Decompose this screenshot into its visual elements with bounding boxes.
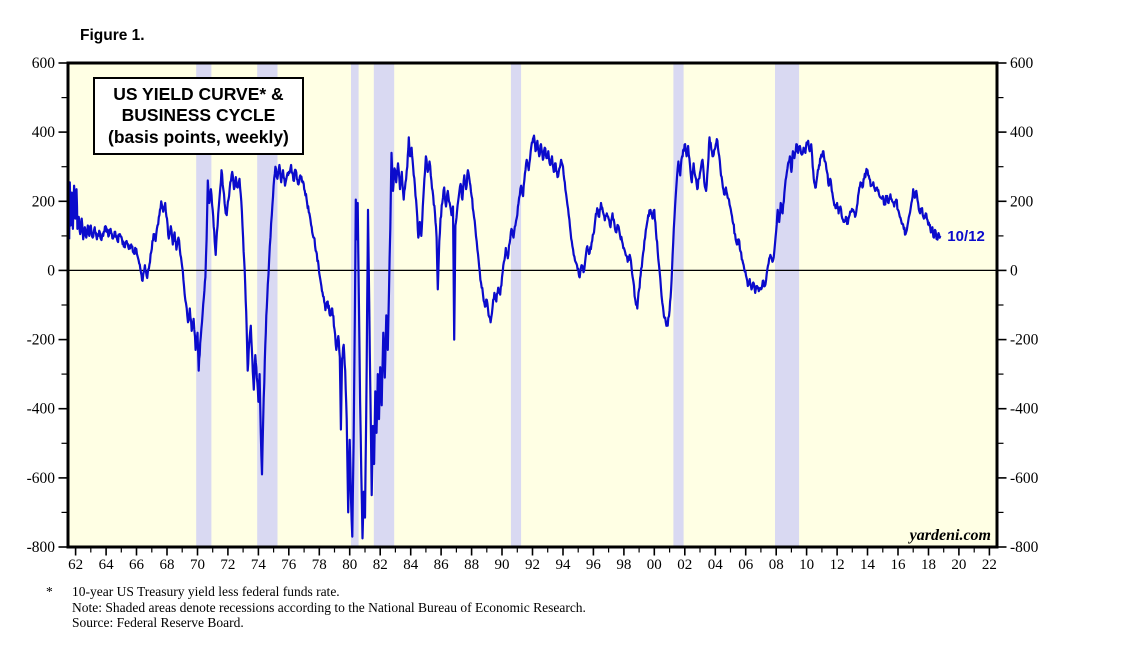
x-tick-label-10: 10 bbox=[799, 557, 814, 573]
x-tick-label-00: 00 bbox=[647, 557, 662, 573]
recession-band-4 bbox=[510, 63, 522, 547]
x-tick-label-08: 08 bbox=[769, 557, 784, 573]
chart-title-line-2: BUSINESS CYCLE bbox=[121, 105, 276, 126]
yield-curve-line bbox=[68, 134, 942, 540]
chart-title-box: US YIELD CURVE* & BUSINESS CYCLE (basis … bbox=[93, 77, 304, 156]
x-tick-label-92: 92 bbox=[525, 557, 540, 573]
y-tick-label-left-600: 600 bbox=[32, 55, 56, 72]
y-tick-label-left--200: -200 bbox=[27, 332, 56, 349]
x-tick-label-06: 06 bbox=[738, 557, 754, 573]
footnote-line-1: 10-year US Treasury yield less federal f… bbox=[72, 584, 340, 599]
x-tick-label-74: 74 bbox=[251, 557, 267, 573]
x-tick-label-84: 84 bbox=[403, 557, 419, 573]
y-tick-label-left--800: -800 bbox=[27, 539, 56, 556]
recession-band-3 bbox=[373, 63, 395, 547]
y-tick-label-right-200: 200 bbox=[1010, 193, 1034, 210]
x-tick-label-04: 04 bbox=[708, 557, 724, 573]
footnote-spacer bbox=[46, 600, 72, 616]
x-tick-label-18: 18 bbox=[921, 557, 936, 573]
x-tick-label-12: 12 bbox=[830, 557, 845, 573]
recession-band-6 bbox=[775, 63, 800, 547]
footnote-spacer bbox=[46, 615, 72, 631]
x-tick-label-96: 96 bbox=[586, 557, 602, 573]
footnote-marker: * bbox=[46, 584, 53, 599]
x-tick-label-64: 64 bbox=[99, 557, 115, 573]
x-tick-label-76: 76 bbox=[281, 557, 297, 573]
x-tick-label-02: 02 bbox=[677, 557, 692, 573]
y-tick-label-left-0: 0 bbox=[47, 262, 55, 279]
x-tick-label-80: 80 bbox=[342, 557, 357, 573]
x-tick-label-82: 82 bbox=[373, 557, 388, 573]
y-tick-label-left--600: -600 bbox=[27, 470, 56, 487]
y-tick-label-right-600: 600 bbox=[1010, 55, 1034, 72]
y-tick-label-right--800: -800 bbox=[1010, 539, 1039, 556]
footnote-line-2: Note: Shaded areas denote recessions acc… bbox=[72, 599, 586, 615]
x-tick-label-86: 86 bbox=[434, 557, 450, 573]
figure-label: Figure 1. bbox=[80, 27, 145, 44]
y-tick-label-right-400: 400 bbox=[1010, 124, 1034, 141]
last-point-date-label: 10/12 bbox=[947, 228, 985, 245]
x-tick-label-20: 20 bbox=[951, 557, 966, 573]
chart-subtitle: (basis points, weekly) bbox=[108, 126, 289, 147]
x-tick-label-98: 98 bbox=[616, 557, 631, 573]
y-tick-label-left--400: -400 bbox=[27, 401, 56, 418]
x-tick-label-70: 70 bbox=[190, 557, 205, 573]
x-tick-label-78: 78 bbox=[312, 557, 327, 573]
y-tick-label-left-400: 400 bbox=[32, 124, 56, 141]
x-tick-label-16: 16 bbox=[891, 557, 907, 573]
recession-band-5 bbox=[673, 63, 684, 547]
footnote-line-3: Source: Federal Reserve Board. bbox=[72, 615, 244, 630]
y-tick-label-right--200: -200 bbox=[1010, 332, 1039, 349]
x-tick-label-72: 72 bbox=[220, 557, 235, 573]
x-tick-label-22: 22 bbox=[982, 557, 997, 573]
x-tick-label-66: 66 bbox=[129, 557, 145, 573]
plot-border bbox=[66, 61, 999, 549]
x-tick-label-94: 94 bbox=[556, 557, 572, 573]
x-tick-label-88: 88 bbox=[464, 557, 479, 573]
chart-footnotes: * 10-year US Treasury yield less federal… bbox=[46, 584, 586, 631]
chart-title-line-1: US YIELD CURVE* & bbox=[113, 84, 284, 104]
watermark-yardeni: yardeni.com bbox=[908, 527, 991, 544]
x-tick-label-68: 68 bbox=[160, 557, 175, 573]
y-tick-label-right-0: 0 bbox=[1010, 262, 1018, 279]
x-tick-label-62: 62 bbox=[68, 557, 83, 573]
y-tick-label-left-200: 200 bbox=[32, 193, 56, 210]
y-tick-label-right--600: -600 bbox=[1010, 470, 1039, 487]
x-tick-label-14: 14 bbox=[860, 557, 876, 573]
y-tick-label-right--400: -400 bbox=[1010, 401, 1039, 418]
x-tick-label-90: 90 bbox=[495, 557, 510, 573]
